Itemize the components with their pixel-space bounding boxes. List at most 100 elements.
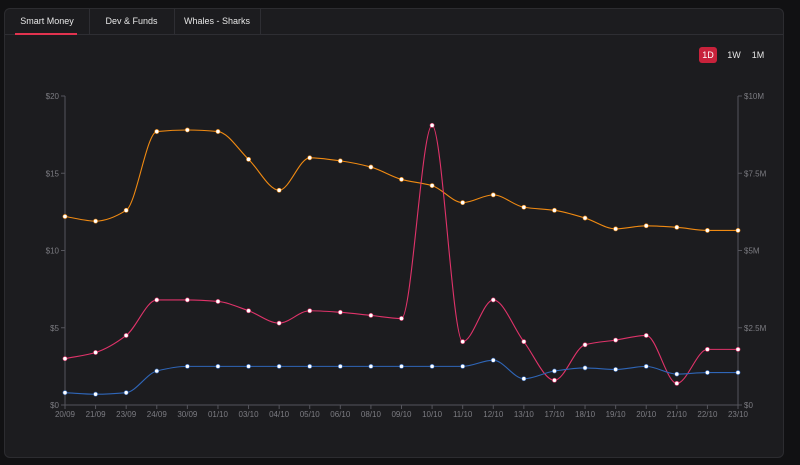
tab-dev-funds[interactable]: Dev & Funds <box>89 9 175 34</box>
data-point-orange <box>521 204 527 210</box>
data-point-pink <box>399 316 404 321</box>
data-point-pink <box>368 312 374 318</box>
y-left-tick-label: $20 <box>46 92 60 101</box>
x-tick-label: 21/10 <box>667 410 688 419</box>
x-tick-label: 24/09 <box>147 410 168 419</box>
range-1w-button[interactable]: 1W <box>727 50 741 60</box>
data-point-blue <box>154 368 160 374</box>
data-point-blue <box>643 363 649 369</box>
data-point-orange <box>62 214 68 219</box>
data-point-orange <box>582 215 588 221</box>
data-point-blue <box>276 363 282 369</box>
x-tick-label: 05/10 <box>300 410 321 419</box>
data-point-pink <box>674 380 680 386</box>
data-point-orange <box>368 164 374 170</box>
data-point-blue <box>582 365 588 371</box>
range-1m-button[interactable]: 1M <box>751 50 765 60</box>
x-tick-label: 11/10 <box>453 410 473 419</box>
active-tab-indicator <box>15 33 77 35</box>
data-point-blue <box>735 370 741 375</box>
data-point-orange <box>643 223 649 229</box>
x-tick-label: 10/10 <box>422 410 443 419</box>
x-tick-label: 22/10 <box>697 410 718 419</box>
data-point-blue <box>123 390 129 396</box>
x-tick-label: 08/10 <box>361 410 382 419</box>
data-point-blue <box>460 363 466 369</box>
data-point-blue <box>552 368 557 374</box>
data-point-pink <box>215 299 221 304</box>
y-left-tick-label: $0 <box>50 401 59 410</box>
x-tick-label: 21/09 <box>86 410 107 419</box>
data-point-blue <box>337 363 343 369</box>
data-point-pink <box>307 308 313 314</box>
data-point-orange <box>154 129 160 134</box>
data-point-orange <box>307 155 313 161</box>
data-point-pink <box>154 297 160 303</box>
data-point-pink <box>429 122 435 128</box>
data-point-pink <box>276 320 282 326</box>
series-line-pink <box>64 124 738 384</box>
y-right-tick-label: $7.5M <box>744 169 767 178</box>
data-point-orange <box>490 192 496 198</box>
data-point-blue <box>246 363 251 369</box>
data-point-blue <box>368 363 374 369</box>
y-right-tick-label: $5M <box>744 247 760 256</box>
data-point-blue <box>184 363 190 369</box>
data-point-orange <box>460 200 466 206</box>
x-tick-label: 12/10 <box>483 410 504 419</box>
data-point-pink <box>93 350 98 355</box>
tab-bar: Smart Money Dev & Funds Whales - Sharks <box>5 9 783 35</box>
data-point-blue <box>307 363 313 369</box>
data-point-pink <box>582 342 588 348</box>
data-point-pink <box>123 333 129 338</box>
y-right-tick-label: $10M <box>744 92 764 101</box>
x-tick-label: 30/09 <box>177 410 198 419</box>
x-tick-label: 03/10 <box>239 410 260 419</box>
data-point-blue <box>399 363 404 369</box>
data-point-blue <box>705 370 710 375</box>
data-point-blue <box>521 376 527 382</box>
smart-money-panel: Smart Money Dev & Funds Whales - Sharks … <box>4 8 784 458</box>
line-chart: $0 $5 $10 $15 $20 $0 $2.5M $5M $7.5M $10M 20/09 21/… <box>46 92 767 419</box>
data-point-orange <box>674 224 680 230</box>
data-point-blue <box>62 390 68 396</box>
data-point-pink <box>613 337 619 343</box>
y-right-tick-label: $0 <box>744 401 753 410</box>
data-point-pink <box>490 297 496 303</box>
data-point-orange <box>215 129 221 134</box>
data-point-blue <box>674 371 680 377</box>
data-point-blue <box>613 367 619 372</box>
data-point-orange <box>337 158 343 164</box>
tab-smart-money[interactable]: Smart Money <box>5 9 90 34</box>
data-point-orange <box>123 207 129 213</box>
data-point-pink <box>643 333 649 338</box>
y-right-tick-label: $2.5M <box>744 324 767 333</box>
data-point-orange <box>613 226 619 232</box>
y-left-tick-label: $10 <box>46 247 60 256</box>
range-1d-button[interactable]: 1D <box>699 47 717 63</box>
data-point-pink <box>552 377 557 383</box>
x-tick-label: 17/10 <box>544 410 565 419</box>
data-point-pink <box>246 308 251 314</box>
data-point-pink <box>460 339 466 345</box>
x-tick-label: 23/09 <box>116 410 137 419</box>
data-point-blue <box>490 357 496 363</box>
data-point-orange <box>429 183 435 189</box>
data-point-orange <box>93 218 98 224</box>
x-tick-label: 19/10 <box>606 410 627 419</box>
data-point-blue <box>429 363 435 369</box>
x-tick-label: 04/10 <box>269 410 290 419</box>
y-left-tick-label: $15 <box>46 169 60 178</box>
x-tick-label: 09/10 <box>391 410 412 419</box>
data-point-pink <box>735 346 741 352</box>
x-tick-label: 23/10 <box>728 410 749 419</box>
data-point-pink <box>184 297 190 303</box>
data-point-orange <box>735 228 741 233</box>
tab-whales-sharks[interactable]: Whales - Sharks <box>174 9 261 34</box>
data-point-pink <box>705 346 710 352</box>
data-point-orange <box>276 187 282 193</box>
data-point-blue <box>215 363 221 369</box>
x-tick-label: 18/10 <box>575 410 596 419</box>
x-tick-label: 06/10 <box>330 410 351 419</box>
x-tick-label: 20/09 <box>55 410 76 419</box>
